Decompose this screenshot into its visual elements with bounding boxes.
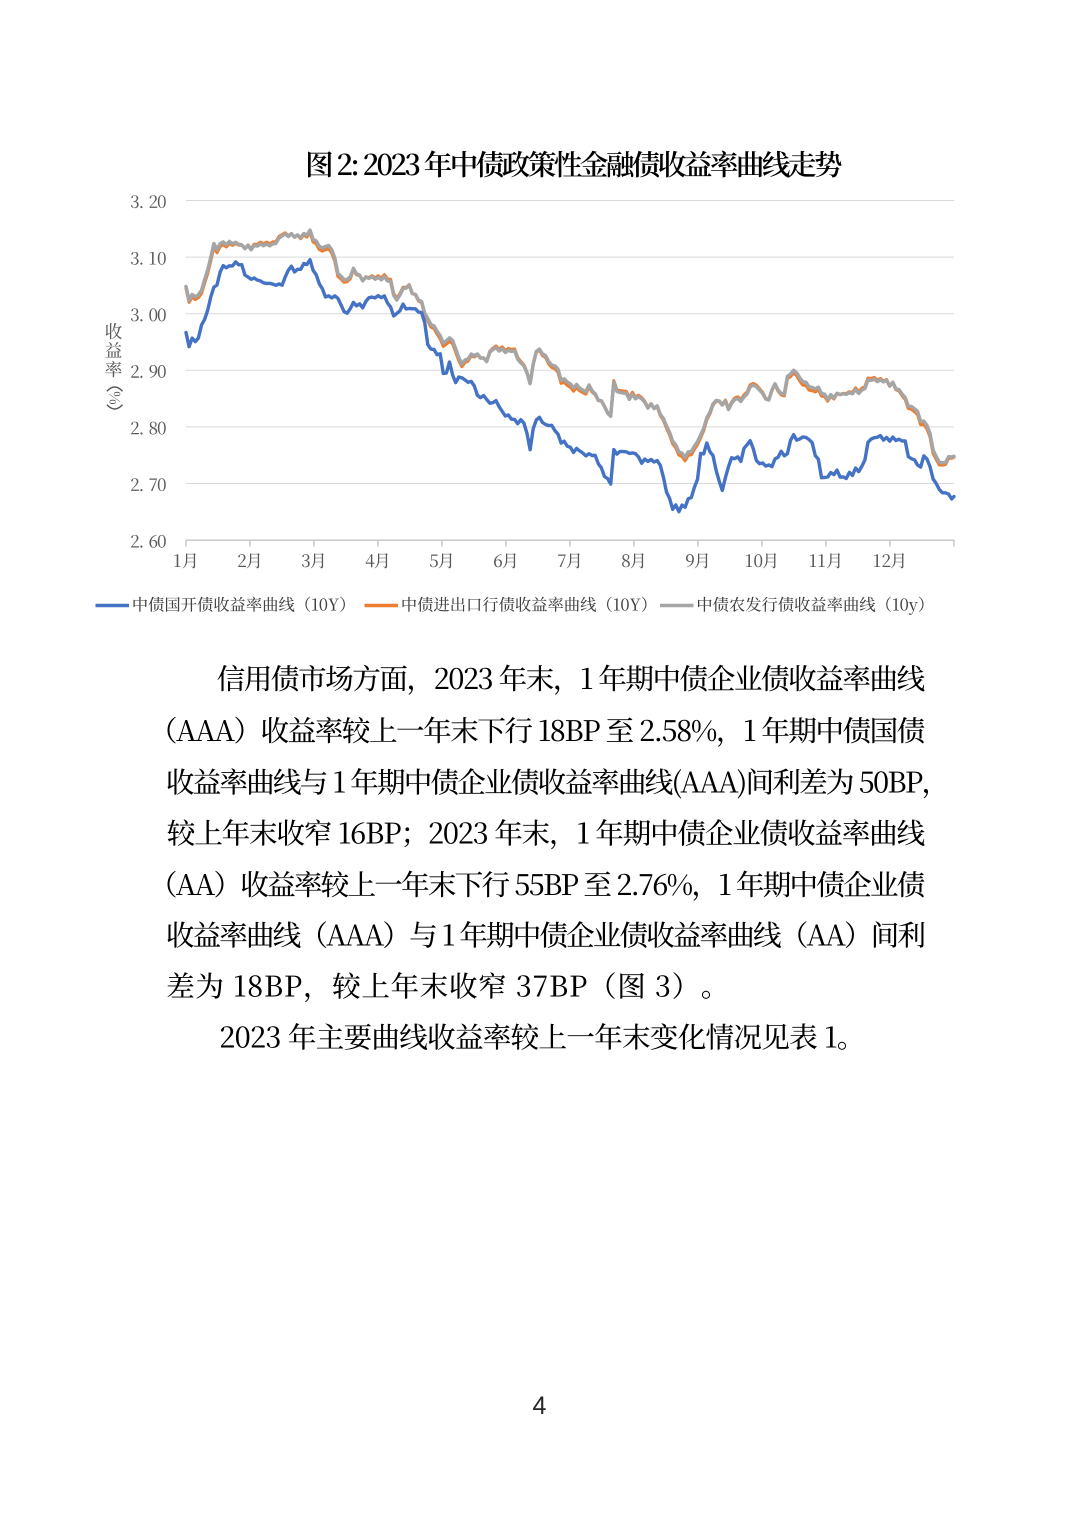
svg-text:4: 4	[533, 1392, 547, 1420]
